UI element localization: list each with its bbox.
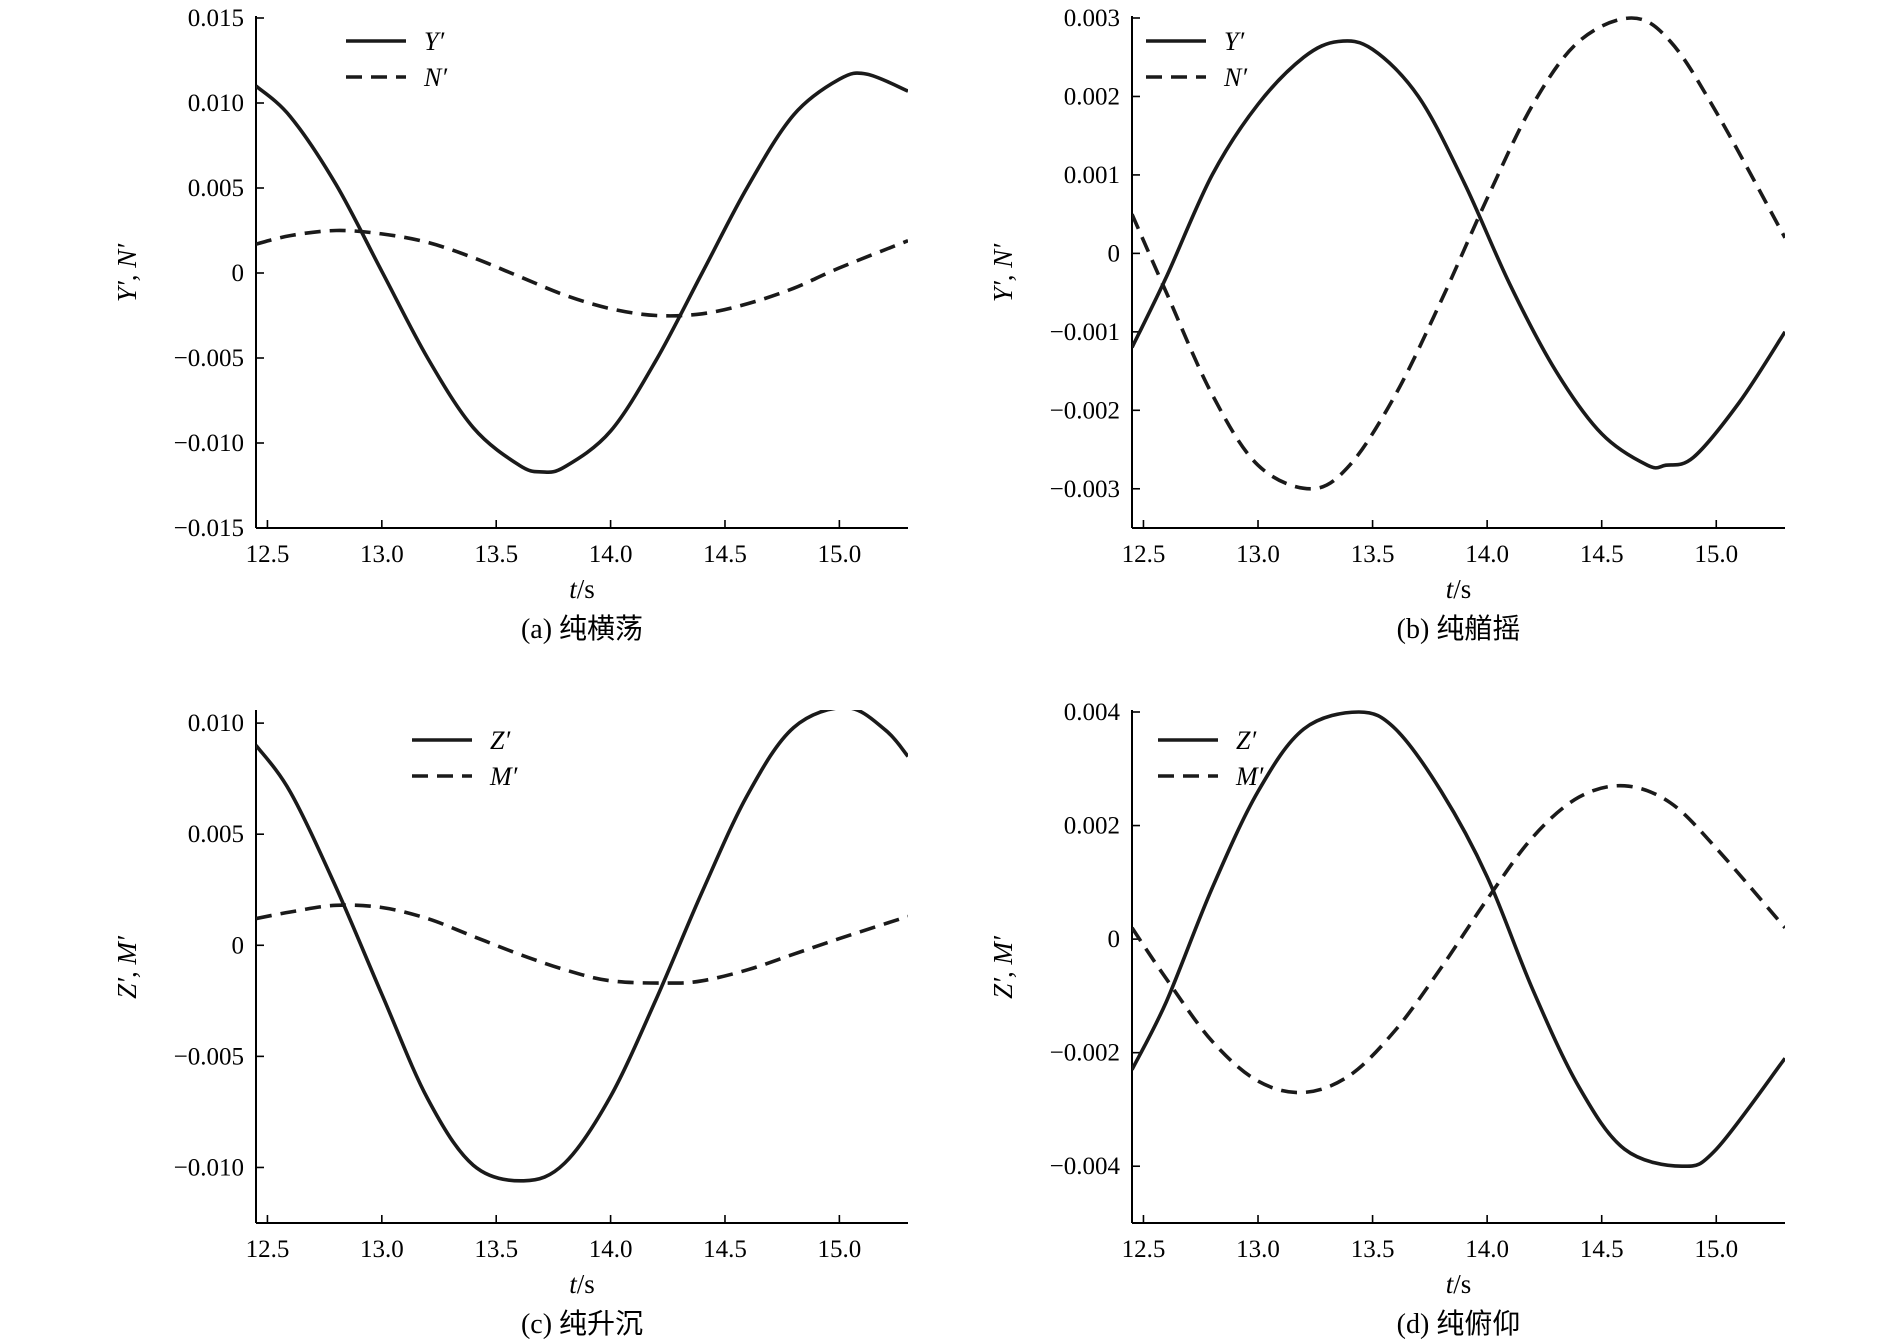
- x-tick-label: 13.5: [474, 1236, 518, 1263]
- x-tick-label: 14.0: [589, 541, 633, 568]
- x-axis-label: t/s: [569, 574, 595, 604]
- y-tick-label: 0.001: [1064, 162, 1120, 189]
- y-tick-label: −0.005: [174, 345, 244, 372]
- x-tick-label: 12.5: [1122, 541, 1166, 568]
- y-tick-label: 0.010: [188, 710, 244, 737]
- x-tick-label: 13.5: [1351, 1236, 1395, 1263]
- x-tick-label: 13.0: [360, 541, 404, 568]
- x-tick-label: 14.0: [1465, 1236, 1509, 1263]
- x-tick-label: 15.0: [817, 541, 861, 568]
- y-tick-label: 0.010: [188, 90, 244, 117]
- panel-caption: (b) 纯艏摇: [1397, 613, 1521, 645]
- y-tick-label: 0: [232, 932, 245, 959]
- y-tick-label: −0.001: [1050, 319, 1120, 346]
- legend-label: N′: [1223, 63, 1247, 92]
- y-tick-label: −0.002: [1050, 1040, 1120, 1067]
- x-tick-label: 12.5: [1122, 1236, 1166, 1263]
- y-tick-label: 0.005: [188, 821, 244, 848]
- y-axis-label: Y′, N′: [988, 243, 1018, 302]
- x-tick-label: 15.0: [1694, 541, 1738, 568]
- legend: Y′ N′: [346, 27, 447, 92]
- y-tick-label: 0.015: [188, 5, 244, 32]
- legend-label: Y′: [424, 27, 444, 56]
- y-tick-label: 0.002: [1064, 813, 1120, 840]
- legend-label: N′: [423, 63, 447, 92]
- y-tick-label: −0.015: [174, 515, 244, 542]
- y-axis-label: Y′, N′: [112, 243, 142, 302]
- x-tick-label: 14.0: [1465, 541, 1509, 568]
- y-tick-label: −0.010: [174, 1154, 244, 1181]
- x-tick-label: 14.5: [703, 541, 747, 568]
- x-tick-label: 15.0: [1694, 1236, 1738, 1263]
- legend: Z′ M′: [412, 726, 518, 791]
- x-tick-label: 13.5: [474, 541, 518, 568]
- y-tick-label: −0.004: [1050, 1153, 1121, 1180]
- x-tick-label: 12.5: [246, 1236, 290, 1263]
- x-tick-label: 12.5: [246, 541, 290, 568]
- series-line-dashed: [1132, 16, 1785, 491]
- y-tick-label: 0.005: [188, 175, 244, 202]
- legend-label: M′: [1235, 762, 1264, 791]
- x-tick-label: 15.0: [817, 1236, 861, 1263]
- series-line-solid: [256, 71, 908, 475]
- y-tick-label: 0.004: [1064, 699, 1121, 726]
- x-tick-label: 13.5: [1351, 541, 1395, 568]
- y-tick-label: −0.002: [1050, 397, 1120, 424]
- y-tick-label: 0.003: [1064, 5, 1120, 32]
- y-tick-label: 0: [1108, 240, 1121, 267]
- legend: Y′ N′: [1146, 27, 1247, 92]
- x-tick-label: 13.0: [1236, 541, 1280, 568]
- panel-caption: (d) 纯俯仰: [1397, 1308, 1521, 1340]
- series-line-dashed: [1132, 783, 1785, 1095]
- series-line-solid: [1132, 39, 1785, 470]
- y-tick-label: −0.010: [174, 430, 244, 457]
- x-tick-label: 14.5: [1580, 1236, 1624, 1263]
- y-tick-label: 0: [232, 260, 245, 287]
- series-line-dashed: [256, 903, 908, 985]
- y-tick-label: −0.005: [174, 1043, 244, 1070]
- series-line-solid: [256, 710, 908, 1183]
- x-axis-label: t/s: [1446, 574, 1472, 604]
- x-tick-label: 13.0: [360, 1236, 404, 1263]
- x-tick-label: 13.0: [1236, 1236, 1280, 1263]
- x-tick-label: 14.0: [589, 1236, 633, 1263]
- x-tick-label: 14.5: [1580, 541, 1624, 568]
- legend-label: M′: [489, 762, 518, 791]
- legend-label: Y′: [1224, 27, 1244, 56]
- x-axis-label: t/s: [569, 1269, 595, 1299]
- y-tick-label: 0: [1108, 926, 1121, 953]
- x-tick-label: 14.5: [703, 1236, 747, 1263]
- y-tick-label: −0.003: [1050, 476, 1120, 503]
- chart-panel-3: 0.010 0.005 0 −0.005 −0.010 12.5 13.0 13.5 14.0 1…: [112, 710, 908, 1340]
- y-tick-label: 0.002: [1064, 83, 1120, 110]
- legend-label: Z′: [1236, 726, 1256, 755]
- series-line-dashed: [256, 228, 908, 318]
- y-axis-label: Z′, M′: [988, 935, 1018, 999]
- y-axis-label: Z′, M′: [112, 935, 142, 999]
- series-line-solid: [1132, 710, 1785, 1169]
- legend-label: Z′: [490, 726, 510, 755]
- chart-panel-4: 0.004 0.002 0 −0.002 −0.004 12.5 13.0 13.5 14.0 1…: [988, 699, 1785, 1340]
- legend: Z′ M′: [1158, 726, 1264, 791]
- panel-caption: (a) 纯横荡: [521, 613, 643, 645]
- x-axis-label: t/s: [1446, 1269, 1472, 1299]
- panel-caption: (c) 纯升沉: [521, 1308, 643, 1340]
- chart-panel-2: 0.003 0.002 0.001 0 −0.001 −0.002 −0.003 12.5 13…: [988, 5, 1785, 645]
